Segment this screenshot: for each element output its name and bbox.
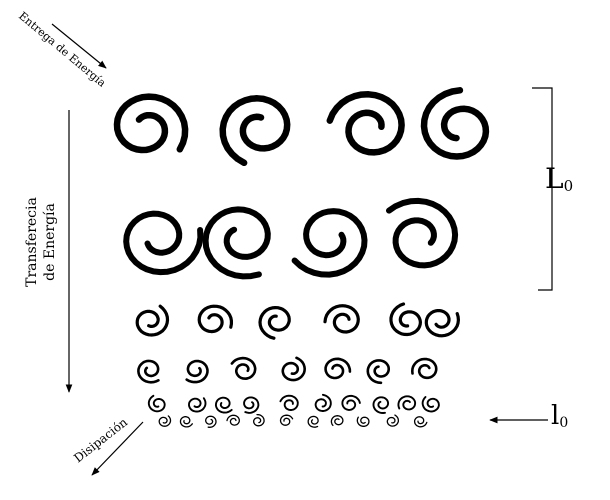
swirl-icon <box>330 415 344 427</box>
swirl-icon <box>279 414 294 426</box>
swirl-icon <box>421 396 440 413</box>
swirl-icon <box>326 91 405 156</box>
swirl-icon <box>307 415 319 428</box>
swirl-icon <box>188 397 207 413</box>
swirl-icon <box>158 415 172 427</box>
swirl-icon <box>185 359 209 384</box>
swirl-icon <box>324 357 352 380</box>
swirl-icon <box>147 394 166 413</box>
svg-text:Transferecia: Transferecia <box>24 197 40 287</box>
swirl-icon <box>341 394 361 411</box>
swirl-icon <box>314 393 332 412</box>
swirl-icon <box>424 309 460 338</box>
arrow-down-left-icon <box>91 421 144 476</box>
energy-input-label: Entrega de Energía <box>16 9 109 90</box>
swirl-icon <box>323 304 360 334</box>
large-scale-label: L0 <box>545 162 573 195</box>
bracket-icon <box>532 87 553 291</box>
swirl-icon <box>137 359 160 384</box>
swirl-icon <box>253 413 265 427</box>
swirl-icon <box>219 95 291 167</box>
swirl-icon <box>389 302 422 337</box>
arrow-down-right-icon <box>51 23 107 69</box>
swirl-icon <box>205 415 217 428</box>
swirl-icon <box>372 396 390 414</box>
swirl-icon <box>113 93 189 154</box>
swirl-icon <box>197 304 233 334</box>
swirl-icon <box>123 210 204 276</box>
swirl-icon <box>258 306 291 340</box>
swirl-icon <box>291 208 368 278</box>
svg-text:de Energía: de Energía <box>42 203 58 281</box>
swirl-icon <box>230 356 257 380</box>
eddy-cascade <box>113 87 490 428</box>
swirl-icon <box>386 197 459 269</box>
swirl-icon <box>279 394 299 411</box>
swirl-icon <box>420 87 490 160</box>
swirl-icon <box>397 395 417 411</box>
swirl-icon <box>243 396 260 414</box>
swirl-icon <box>411 357 438 380</box>
dissipation-label: Disipación <box>71 415 130 465</box>
swirl-icon <box>226 414 240 426</box>
swirl-icon <box>386 414 400 427</box>
swirl-icon <box>356 416 370 427</box>
swirl-icon <box>202 206 271 280</box>
swirl-icon <box>135 304 170 337</box>
swirl-icon <box>214 396 233 414</box>
swirl-icon <box>281 356 306 382</box>
swirl-icon <box>413 416 428 428</box>
swirl-icon <box>179 416 193 428</box>
energy-transfer-label: Transferecia de Energía <box>24 197 58 287</box>
small-scale-label: l0 <box>551 401 568 431</box>
swirl-icon <box>366 359 390 385</box>
